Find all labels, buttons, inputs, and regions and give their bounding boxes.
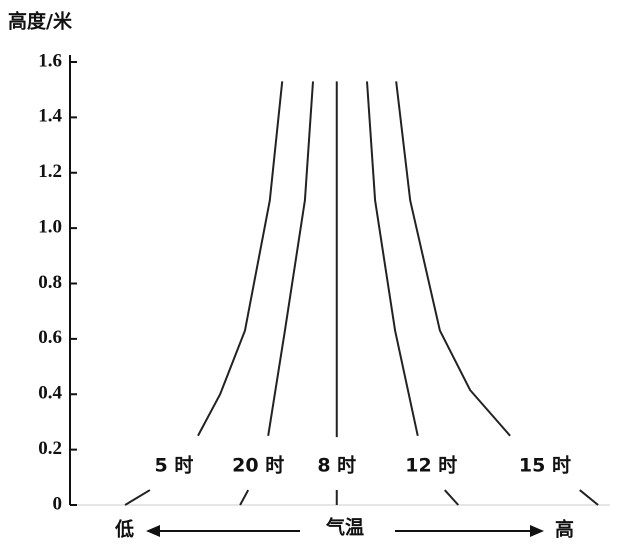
legend-label: 15 时	[519, 455, 571, 477]
legend-label: 5 时	[155, 455, 194, 477]
temperature-curve	[239, 81, 314, 506]
temperature-curve	[124, 81, 284, 506]
y-tick-label: 0.8	[38, 272, 62, 293]
y-tick-label: 0.4	[38, 383, 62, 404]
x-high-label: 高	[555, 518, 574, 541]
y-tick-label: 0.2	[38, 438, 62, 459]
temperature-curve	[395, 81, 599, 506]
y-axis-label: 高度/米	[8, 10, 73, 33]
arrow-right-head	[530, 525, 544, 537]
arrow-left-head	[146, 525, 160, 537]
y-tick-label: 1.4	[38, 106, 62, 127]
x-axis-label: 气温	[325, 516, 364, 539]
legend-label: 20 时	[232, 455, 284, 477]
legend-label: 12 时	[405, 455, 457, 477]
y-tick-label: 0	[53, 493, 63, 514]
y-tick-label: 1.0	[38, 216, 62, 237]
y-tick-label: 0.6	[38, 327, 62, 348]
y-tick-label: 1.6	[38, 50, 62, 71]
temperature-curve	[366, 81, 460, 506]
x-low-label: 低	[114, 518, 134, 541]
legend-label: 8 时	[317, 455, 356, 477]
y-tick-label: 1.2	[38, 161, 62, 182]
